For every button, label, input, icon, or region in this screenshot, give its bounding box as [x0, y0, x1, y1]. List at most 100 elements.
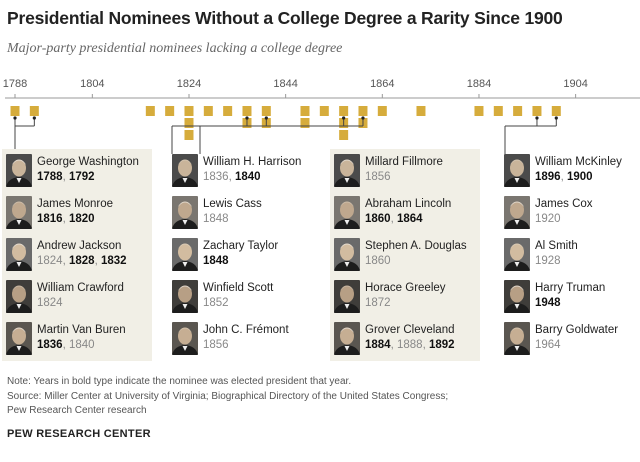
portrait-millard-fillmore [334, 154, 360, 187]
connector-dot [361, 116, 365, 120]
axis-tick-label: 1788 [3, 78, 27, 90]
nominee-name: James Monroe [37, 198, 114, 210]
nominee-name: James Cox [535, 198, 593, 210]
nominee-name: Horace Greeley [365, 282, 446, 294]
nominee-years: 1948 [535, 297, 561, 309]
brand-logo-text: PEW RESEARCH CENTER [7, 428, 151, 440]
timeline-chart: 1788180418241844186418841904192419441964… [3, 78, 640, 154]
nomination-marker [300, 106, 310, 116]
nominee-column: William H. Harrison 1836, 1840 Lewis Cass 1… [168, 149, 318, 361]
nominee-entry: John C. Frémont 1856 [172, 321, 316, 361]
connector-dot [32, 116, 36, 120]
nominee-name: Harry Truman [535, 282, 606, 294]
axis-tick-label: 1804 [80, 78, 104, 90]
connector-dot [554, 116, 558, 120]
nominee-years: 1836, 1840 [203, 171, 261, 183]
nomination-marker [474, 106, 484, 116]
nomination-marker [165, 106, 175, 116]
won-year: 1892 [428, 339, 455, 351]
nominee-entry: William Crawford 1824 [6, 279, 150, 319]
portrait-barry-goldwater [504, 322, 530, 355]
chart-title: Presidential Nominees Without a College … [7, 8, 563, 28]
nominee-entry: Millard Fillmore 1856 [334, 153, 478, 193]
nomination-marker [339, 106, 349, 116]
won-year: 1820 [68, 213, 95, 225]
nomination-marker [223, 106, 233, 116]
nominee-entry: Grover Cleveland 1884, 1888, 1892 [334, 321, 478, 361]
nominee-years: 1920 [535, 213, 561, 225]
portrait-william-mckinley [504, 154, 530, 187]
nominee-entry: Andrew Jackson 1824, 1828, 1832 [6, 237, 150, 277]
nominee-name: George Washington [37, 156, 139, 168]
won-year: 1848 [203, 255, 229, 267]
nominee-entry: George Washington 1788, 1792 [6, 153, 150, 193]
nominee-years: 1896, 1900 [535, 171, 593, 183]
axis-tick-label: 1864 [370, 78, 394, 90]
won-year: 1792 [68, 171, 95, 183]
nominee-entry: Lewis Cass 1848 [172, 195, 316, 235]
axis-tick-label: 1904 [563, 78, 587, 90]
nominee-name: Barry Goldwater [535, 324, 619, 336]
portrait-abraham-lincoln [334, 196, 360, 229]
nomination-marker [416, 106, 426, 116]
portrait-james-cox [504, 196, 530, 229]
won-year: 1896 [535, 171, 561, 183]
nominee-years: 1848 [203, 255, 229, 267]
nominee-name: Al Smith [535, 240, 578, 252]
nominee-entry: Al Smith 1928 [504, 237, 638, 277]
lost-year: 1872 [365, 297, 391, 309]
nomination-marker [203, 106, 213, 116]
nomination-marker [184, 118, 194, 128]
nominee-years: 1816, 1820 [37, 213, 95, 225]
nominee-years: 1884, 1888, 1892 [365, 339, 455, 351]
won-year: 1840 [234, 171, 261, 183]
nomination-marker [319, 106, 329, 116]
nomination-marker [184, 106, 194, 116]
portrait-harry-truman [504, 280, 530, 313]
won-year: 1832 [100, 255, 127, 267]
nominee-name: Grover Cleveland [365, 324, 455, 336]
nomination-marker [493, 106, 503, 116]
won-year: 1860 [365, 213, 391, 225]
nominee-entry: William McKinley 1896, 1900 [504, 153, 638, 193]
portrait-lewis-cass [172, 196, 198, 229]
nominee-years: 1964 [535, 339, 561, 351]
connector-dot [342, 116, 346, 120]
nominee-column: William McKinley 1896, 1900 James Cox 1920 A… [500, 149, 640, 361]
won-year: 1864 [396, 213, 423, 225]
nominee-years: 1824 [37, 297, 63, 309]
nominee-entry: Stephen A. Douglas 1860 [334, 237, 478, 277]
won-year: 1836 [37, 339, 63, 351]
nominee-years: 1856 [365, 171, 391, 183]
nominee-years: 1856 [203, 339, 229, 351]
portrait-stephen-a-douglas [334, 238, 360, 271]
lost-year: 1848 [203, 213, 229, 225]
axis-tick-label: 1884 [467, 78, 491, 90]
portrait-james-monroe [6, 196, 32, 229]
chart-note: Note: Years in bold type indicate the no… [7, 376, 352, 387]
lost-year: 1824 [37, 255, 63, 267]
chart-source: Source: Miller Center at University of V… [7, 391, 449, 402]
nominee-name: John C. Frémont [203, 324, 289, 336]
nominee-name: Stephen A. Douglas [365, 240, 467, 252]
nominee-name: William H. Harrison [203, 156, 302, 168]
connector-dot [245, 116, 249, 120]
nomination-marker [551, 106, 561, 116]
nomination-marker [29, 106, 39, 116]
nomination-marker [145, 106, 155, 116]
won-year: 1828 [68, 255, 95, 267]
nominee-entry: James Cox 1920 [504, 195, 638, 235]
nominee-years: 1852 [203, 297, 229, 309]
nominee-column: George Washington 1788, 1792 James Monroe 1… [2, 149, 152, 361]
nominee-entry: Martin Van Buren 1836, 1840 [6, 321, 150, 361]
lost-year: 1824 [37, 297, 63, 309]
nominee-years: 1788, 1792 [37, 171, 95, 183]
lost-year: 1964 [535, 339, 561, 351]
nominee-entry: Horace Greeley 1872 [334, 279, 478, 319]
chart-subtitle: Major-party presidential nominees lackin… [7, 41, 343, 56]
won-year: 1816 [37, 213, 63, 225]
portrait-martin-van-buren [6, 322, 32, 355]
lost-year: 1856 [203, 339, 229, 351]
lost-year: 1840 [68, 339, 95, 351]
nomination-marker [358, 106, 368, 116]
